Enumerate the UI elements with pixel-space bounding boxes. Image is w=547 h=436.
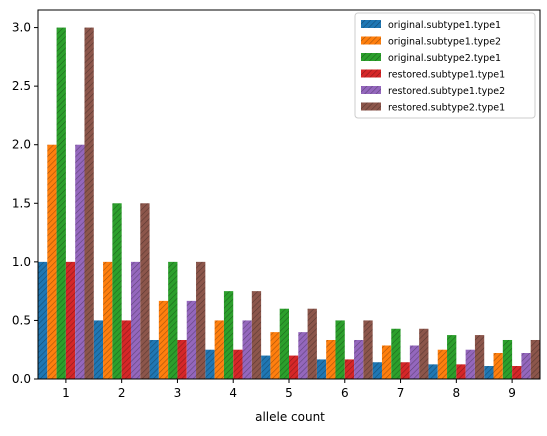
legend-swatch: [361, 103, 381, 111]
bar-original.subtype1.type1-3: [150, 340, 159, 379]
legend-label: restored.subtype1.type2: [388, 86, 505, 97]
y-tick-label: 3.0: [12, 21, 31, 35]
x-tick-label: 8: [453, 386, 461, 400]
bar-restored.subtype1.type1-8: [456, 364, 465, 379]
bar-restored.subtype1.type1-5: [289, 356, 298, 379]
y-tick-label: 2.0: [12, 138, 31, 152]
bar-restored.subtype2.type1-8: [475, 335, 484, 379]
bar-original.subtype2.type1-8: [447, 335, 456, 379]
bar-restored.subtype1.type1-6: [345, 359, 354, 379]
legend-swatch: [361, 20, 381, 28]
legend-swatch: [361, 86, 381, 94]
bar-original.subtype1.type1-6: [317, 359, 326, 379]
bar-restored.subtype2.type1-2: [140, 203, 149, 379]
x-tick-label: 3: [174, 386, 182, 400]
bar-restored.subtype1.type2-5: [298, 332, 307, 379]
bar-restored.subtype2.type1-9: [531, 340, 540, 379]
bar-original.subtype1.type2-7: [382, 346, 391, 380]
bar-restored.subtype2.type1-4: [252, 291, 261, 379]
bar-original.subtype1.type1-9: [484, 366, 493, 379]
legend-swatch: [361, 53, 381, 61]
bar-restored.subtype1.type2-7: [410, 346, 419, 380]
bar-restored.subtype1.type1-7: [401, 362, 410, 379]
bar-original.subtype1.type2-2: [103, 262, 112, 379]
bar-restored.subtype1.type2-2: [131, 262, 140, 379]
y-tick-label: 0.0: [12, 372, 31, 386]
bar-original.subtype1.type2-3: [159, 301, 168, 379]
bar-restored.subtype2.type1-3: [196, 262, 205, 379]
legend-label: original.subtype1.type2: [388, 37, 501, 48]
x-tick-label: 7: [397, 386, 405, 400]
bar-original.subtype2.type1-7: [391, 329, 400, 379]
bar-restored.subtype1.type1-2: [122, 320, 131, 379]
legend-label: restored.subtype2.type1: [388, 103, 505, 114]
bar-restored.subtype2.type1-5: [308, 309, 317, 379]
legend-swatch: [361, 37, 381, 45]
x-tick-label: 4: [229, 386, 237, 400]
y-tick-label: 0.5: [12, 313, 31, 327]
bar-original.subtype1.type2-6: [326, 340, 335, 379]
legend-label: original.subtype2.type1: [388, 53, 501, 64]
bar-restored.subtype2.type1-7: [419, 329, 428, 379]
bar-original.subtype2.type1-6: [335, 320, 344, 379]
x-tick-label: 9: [508, 386, 516, 400]
y-tick-label: 1.0: [12, 255, 31, 269]
x-axis-label: allele count: [255, 410, 325, 424]
x-tick-label: 5: [285, 386, 293, 400]
bar-restored.subtype1.type2-6: [354, 340, 363, 379]
bar-restored.subtype2.type1-6: [363, 320, 372, 379]
bar-original.subtype1.type1-1: [38, 262, 47, 379]
bar-original.subtype1.type1-7: [373, 362, 382, 379]
bar-restored.subtype1.type1-3: [177, 340, 186, 379]
bar-original.subtype1.type1-5: [261, 356, 270, 379]
y-tick-label: 1.5: [12, 196, 31, 210]
x-tick-label: 6: [341, 386, 349, 400]
bar-original.subtype2.type1-1: [57, 28, 66, 379]
legend: original.subtype1.type1 original.subtype1…: [355, 13, 535, 118]
bar-restored.subtype1.type1-9: [512, 366, 521, 379]
x-tick-label: 1: [62, 386, 70, 400]
bar-original.subtype2.type1-9: [503, 340, 512, 379]
bar-original.subtype1.type1-2: [94, 320, 103, 379]
bar-original.subtype2.type1-5: [280, 309, 289, 379]
y-tick-label: 2.5: [12, 79, 31, 93]
bar-original.subtype1.type2-1: [47, 145, 56, 379]
legend-label: original.subtype1.type1: [388, 20, 501, 31]
bar-restored.subtype1.type2-9: [521, 353, 530, 379]
bar-restored.subtype2.type1-1: [84, 28, 93, 379]
legend-label: restored.subtype1.type1: [388, 70, 505, 81]
bar-original.subtype2.type1-2: [112, 203, 121, 379]
bar-original.subtype1.type2-9: [494, 353, 503, 379]
bar-restored.subtype1.type2-4: [243, 320, 252, 379]
bar-restored.subtype1.type2-8: [466, 350, 475, 379]
bar-original.subtype1.type2-8: [438, 350, 447, 379]
bar-restored.subtype1.type1-4: [233, 350, 242, 379]
bar-original.subtype1.type1-8: [428, 364, 437, 379]
legend-swatch: [361, 70, 381, 78]
bar-original.subtype1.type1-4: [205, 350, 214, 379]
bar-original.subtype1.type2-5: [270, 332, 279, 379]
x-tick-label: 2: [118, 386, 126, 400]
bar-restored.subtype1.type2-1: [75, 145, 84, 379]
bar-restored.subtype1.type1-1: [66, 262, 75, 379]
bar-original.subtype1.type2-4: [215, 320, 224, 379]
bar-original.subtype2.type1-3: [168, 262, 177, 379]
bar-original.subtype2.type1-4: [224, 291, 233, 379]
bar-restored.subtype1.type2-3: [187, 301, 196, 379]
